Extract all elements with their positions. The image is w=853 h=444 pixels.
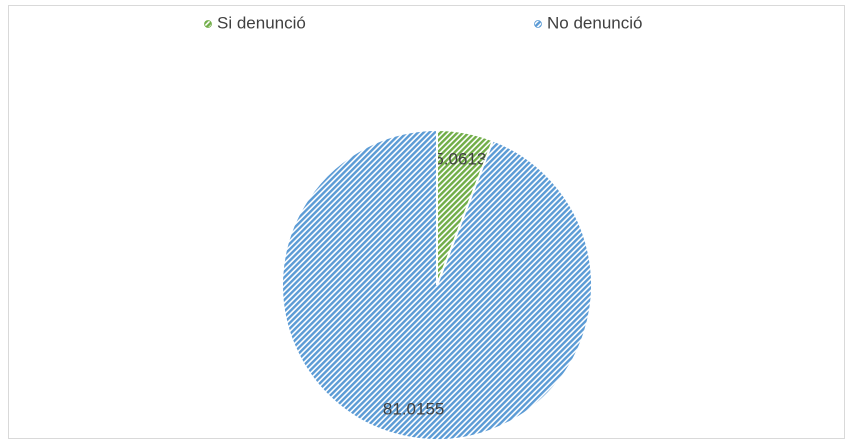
legend-marker	[204, 20, 212, 28]
pie-slice	[281, 128, 593, 441]
legend-label: Si denunció	[217, 13, 306, 32]
data-label: 81.0155	[383, 399, 444, 418]
legend-marker	[534, 20, 542, 28]
data-label: 5.0613	[434, 150, 486, 169]
legend-label: No denunció	[547, 13, 642, 32]
